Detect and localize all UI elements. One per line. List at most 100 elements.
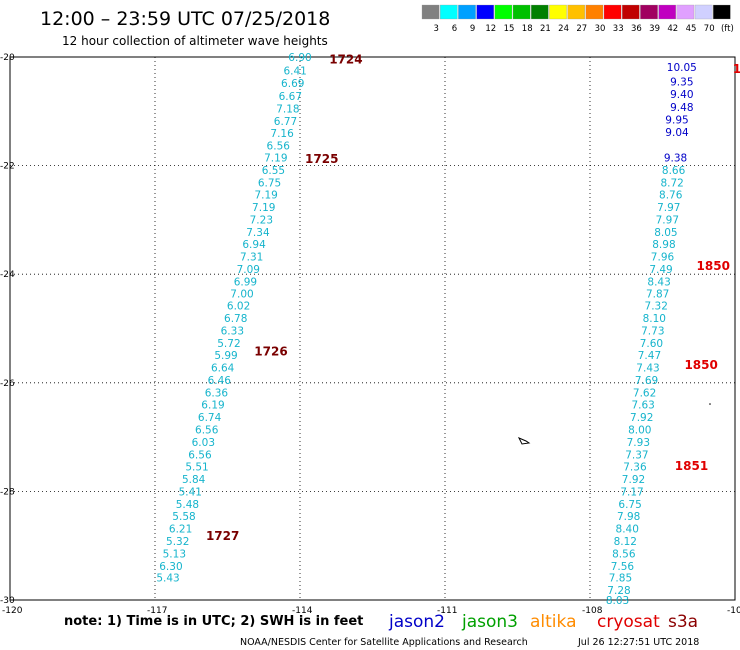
swh-value-cryosat-east: 7.36 bbox=[623, 461, 647, 473]
swh-value-cryosat-east: 7.37 bbox=[625, 449, 648, 461]
swh-value-cryosat-east: 7.62 bbox=[633, 388, 656, 400]
swh-value-cryosat-west: 6.67 bbox=[279, 91, 302, 103]
lat-lon-grid bbox=[10, 57, 735, 600]
legend-swatch bbox=[531, 4, 549, 20]
satellite-legend: jason2 jason3 altika cryosat s3a bbox=[388, 612, 698, 632]
swh-value-cryosat-east: 8.03 bbox=[606, 595, 629, 607]
legend-label: 9 bbox=[470, 24, 475, 34]
y-tick-label: -20 bbox=[0, 53, 15, 63]
swh-value-cryosat-east: 7.69 bbox=[635, 375, 658, 387]
swh-value-cryosat-east: 7.97 bbox=[656, 214, 679, 226]
y-tick-label: -22 bbox=[0, 162, 15, 172]
legend-swatch bbox=[713, 4, 731, 20]
swh-value-jason2: 9.35 bbox=[670, 76, 693, 88]
legend-swatch bbox=[585, 4, 604, 20]
swh-value-cryosat-east: 8.00 bbox=[628, 424, 651, 436]
swh-value-cryosat-west: 6.69 bbox=[281, 78, 304, 90]
swh-value-cryosat-east: 7.87 bbox=[646, 289, 669, 301]
satellite-name-jason2: jason2 bbox=[388, 612, 445, 632]
y-tick-label: -30 bbox=[0, 596, 15, 606]
legend-swatch bbox=[549, 4, 567, 20]
pass-time-label: 1850 bbox=[684, 358, 717, 372]
legend-label: 3 bbox=[433, 24, 438, 34]
swh-value-cryosat-east: 8.12 bbox=[614, 536, 637, 548]
swh-values: 10.059.359.409.489.959.049.386.906.416.6… bbox=[156, 52, 697, 607]
swh-value-cryosat-east: 8.40 bbox=[616, 523, 639, 535]
swh-value-cryosat-west: 5.43 bbox=[156, 573, 179, 585]
footer-note: note: 1) Time is in UTC; 2) SWH is in fe… bbox=[64, 614, 363, 629]
legend-swatch bbox=[676, 4, 695, 20]
satellite-name-s3a: s3a bbox=[668, 612, 698, 632]
swh-value-cryosat-west: 6.19 bbox=[201, 400, 224, 412]
swh-value-cryosat-east: 8.76 bbox=[659, 189, 683, 201]
swh-value-cryosat-west: 6.56 bbox=[195, 424, 219, 436]
x-tick-label: -114 bbox=[292, 606, 313, 616]
swh-value-cryosat-east: 7.56 bbox=[611, 561, 635, 573]
swh-value-cryosat-west: 5.51 bbox=[185, 461, 208, 473]
swh-value-cryosat-west: 7.19 bbox=[252, 202, 275, 214]
legend-label: 24 bbox=[558, 24, 569, 34]
legend-swatch bbox=[603, 4, 622, 20]
swh-value-cryosat-east: 8.05 bbox=[654, 227, 677, 239]
satellite-name-altika: altika bbox=[530, 612, 577, 632]
x-tick-label: -105 bbox=[727, 606, 740, 616]
swh-value-cryosat-west: 6.46 bbox=[208, 375, 232, 387]
legend-swatch bbox=[658, 4, 676, 20]
swh-value-cryosat-east: 7.97 bbox=[657, 202, 680, 214]
x-tick-label: -120 bbox=[2, 606, 23, 616]
swh-value-cryosat-east: 7.73 bbox=[641, 326, 664, 338]
swh-value-cryosat-west: 6.03 bbox=[192, 437, 215, 449]
swh-value-cryosat-west: 6.55 bbox=[262, 165, 285, 177]
legend-label: 30 bbox=[595, 24, 606, 34]
swh-value-cryosat-east: 7.28 bbox=[607, 585, 630, 597]
satellite-name-cryosat: cryosat bbox=[597, 612, 660, 632]
island-dot bbox=[709, 403, 711, 405]
swh-value-cryosat-east: 7.47 bbox=[638, 350, 661, 362]
swh-value-cryosat-west: 6.33 bbox=[221, 326, 244, 338]
swh-value-cryosat-west: 6.77 bbox=[274, 116, 297, 128]
legend-swatch bbox=[494, 4, 513, 20]
swh-value-cryosat-east: 8.56 bbox=[612, 548, 636, 560]
swh-value-cryosat-west: 6.78 bbox=[224, 313, 247, 325]
plot-area: -120 -117 -114 -111 -108 -105 -20 -22 -24 -26 -28… bbox=[0, 52, 740, 616]
swh-value-cryosat-west: 6.75 bbox=[258, 177, 281, 189]
swh-value-cryosat-east: 7.43 bbox=[636, 363, 659, 375]
legend-swatch bbox=[567, 4, 585, 20]
swh-value-cryosat-west: 5.32 bbox=[166, 536, 189, 548]
legend-label: 39 bbox=[649, 24, 660, 34]
swh-value-cryosat-east: 8.98 bbox=[652, 239, 675, 251]
pass-time-label: 1724 bbox=[329, 53, 362, 67]
y-tick-label: -26 bbox=[0, 379, 15, 389]
footer-timestamp: Jul 26 12:27:51 UTC 2018 bbox=[577, 637, 699, 648]
swh-value-cryosat-west: 6.56 bbox=[188, 449, 212, 461]
island-icon bbox=[517, 437, 531, 445]
swh-value-cryosat-west: 6.30 bbox=[159, 561, 182, 573]
legend-label: 21 bbox=[540, 24, 551, 34]
x-tick-label: -111 bbox=[437, 606, 457, 616]
swh-value-cryosat-east: 8.43 bbox=[647, 276, 670, 288]
swh-value-cryosat-east: 7.32 bbox=[645, 301, 668, 313]
swh-value-cryosat-east: 7.85 bbox=[609, 573, 632, 585]
swh-value-cryosat-east: 8.72 bbox=[660, 177, 683, 189]
swh-value-cryosat-west: 6.41 bbox=[283, 66, 306, 78]
swh-value-cryosat-west: 6.64 bbox=[211, 363, 235, 375]
swh-value-cryosat-east: 7.93 bbox=[627, 437, 650, 449]
pass-time-label: 1726 bbox=[254, 344, 287, 358]
legend-label: 70 bbox=[704, 24, 715, 34]
plot-frame bbox=[9, 56, 736, 601]
legend-swatch bbox=[476, 4, 494, 20]
legend-label: 27 bbox=[576, 24, 587, 34]
swh-value-cryosat-east: 6.75 bbox=[618, 499, 641, 511]
swh-value-cryosat-west: 7.19 bbox=[254, 189, 277, 201]
legend-label: 6 bbox=[452, 24, 457, 34]
y-tick-label: -28 bbox=[0, 487, 15, 497]
legend-label: 42 bbox=[667, 24, 678, 34]
legend-swatch bbox=[440, 4, 458, 20]
legend-label: 12 bbox=[485, 24, 496, 34]
swh-value-cryosat-east: 8.10 bbox=[643, 313, 666, 325]
swh-value-cryosat-west: 7.34 bbox=[246, 227, 270, 239]
swh-value-jason2: 9.38 bbox=[664, 152, 687, 164]
satellite-name-jason3: jason3 bbox=[461, 612, 518, 632]
swh-value-cryosat-west: 6.02 bbox=[227, 301, 250, 313]
